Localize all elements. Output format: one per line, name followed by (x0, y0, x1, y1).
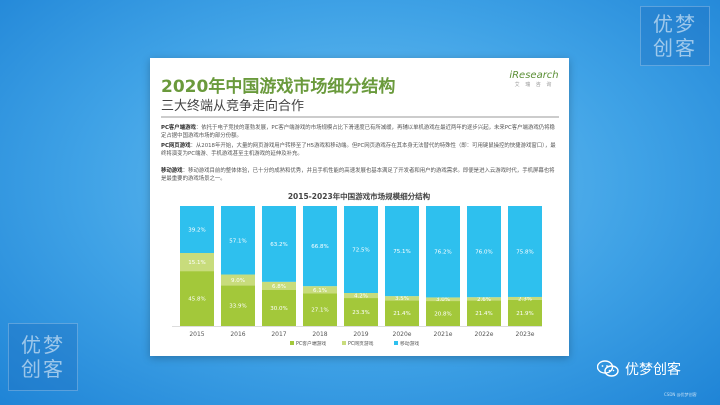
data-label: 66.8% (311, 244, 328, 250)
wechat-icon (597, 360, 619, 377)
brand-line-2: 创客 (21, 357, 65, 381)
data-label: 76.0% (475, 250, 492, 256)
slide-card: 2020年中国游戏市场细分结构 三大终端从竞争走向合作 iResearch 艾 … (150, 58, 569, 356)
bar-segment (262, 281, 296, 290)
legend-swatch (394, 341, 398, 345)
data-label: 27.1% (311, 308, 328, 314)
x-tick-label: 2020e (393, 331, 412, 338)
legend-label: PC网页游戏 (348, 340, 374, 347)
x-tick-label: 2022e (475, 331, 494, 338)
stacked-bar-chart: 2015-2023年中国游戏市场规模细分结构 45.8% 15.1% 39.2% 201… (172, 191, 542, 347)
data-label: 45.8% (188, 297, 205, 303)
bar-segment (180, 206, 214, 253)
brand-watermark-top: 优梦 创客 (640, 6, 710, 66)
brand-line-1: 优梦 (21, 333, 65, 357)
legend-label: PC客户端游戏 (296, 340, 326, 347)
data-label: 75.8% (516, 249, 533, 255)
bar-segment (426, 206, 460, 298)
bar-segment (426, 301, 460, 326)
data-label: 21.9% (516, 311, 533, 317)
paragraph-head: PC客户端游戏 (161, 125, 196, 131)
data-label: 6.8% (272, 284, 286, 290)
x-tick-label: 2019 (353, 331, 368, 338)
data-label: 76.2% (434, 250, 451, 256)
data-label: 39.2% (188, 227, 205, 233)
brand-watermark-bottom: 优梦 创客 (8, 323, 78, 391)
title-divider (161, 116, 559, 118)
bar-segment (303, 293, 337, 326)
wechat-label: 优梦创客 (625, 362, 681, 378)
bar-segment (262, 290, 296, 326)
data-label: 30.0% (270, 306, 287, 312)
brand-line-1: 优梦 (653, 12, 697, 36)
paragraph-head: PC网页游戏 (161, 143, 191, 149)
x-tick-label: 2016 (230, 331, 245, 338)
paragraph-head: 移动游戏 (161, 168, 183, 174)
slide-title: 2020年中国游戏市场细分结构 (161, 77, 396, 97)
x-tick-label: 2017 (271, 331, 286, 338)
data-label: 23.3% (352, 310, 369, 316)
bar-segment (344, 298, 378, 326)
paragraph-text: ：依托于电子竞技的蓬勃发展，PC客户端游戏的市场规模占比下滑速度已有所减缓，再辅… (161, 125, 555, 139)
bar-segment (467, 300, 501, 326)
data-label: 15.1% (188, 260, 205, 266)
paragraph-pc-client: PC客户端游戏：依托于电子竞技的蓬勃发展，PC客户端游戏的市场规模占比下滑速度已… (161, 124, 557, 140)
bar-segment (467, 206, 501, 298)
bar-segment (385, 206, 419, 297)
x-tick-label: 2015 (189, 331, 204, 338)
bar-segment (344, 293, 378, 299)
bar-segment (508, 296, 542, 300)
bar-segment (344, 206, 378, 293)
bar-segment (221, 285, 255, 326)
data-label: 3.0% (436, 297, 450, 303)
data-label: 75.1% (393, 249, 410, 255)
bar-segment (508, 299, 542, 326)
data-label: 33.9% (229, 304, 246, 310)
bar-segment (262, 206, 296, 282)
paragraph-pc-web: PC网页游戏：从2018年开始，大量的网页游戏用户转移至了H5游戏和移动端。但P… (161, 142, 557, 158)
data-label: 2.6% (477, 297, 491, 303)
brand-line-2: 创客 (653, 36, 697, 60)
iresearch-logo: iResearch 艾 瑞 咨 询 (509, 70, 559, 88)
bar-segment (467, 297, 501, 301)
paragraph-mobile: 移动游戏：移动游戏目前的整体体验，已十分的成熟和优秀，并且手机性能的高速发展也基… (161, 167, 557, 183)
bar-segment (221, 206, 255, 275)
wechat-badge: 优梦创客 (597, 359, 681, 379)
bar-segment (180, 252, 214, 272)
legend-swatch (342, 341, 346, 345)
legend-swatch (290, 341, 294, 345)
data-label: 63.2% (270, 242, 287, 248)
bar-segment (385, 300, 419, 326)
data-label: 2.3% (518, 296, 532, 302)
paragraph-text: ：从2018年开始，大量的网页游戏用户转移至了H5游戏和移动端。但PC网页游戏存… (161, 143, 556, 157)
data-label: 72.5% (352, 248, 369, 254)
paragraph-text: ：移动游戏目前的整体体验，已十分的成熟和优秀，并且手机性能的高速发展也基本满足了… (161, 168, 555, 182)
slide-subtitle: 三大终端从竞争走向合作 (161, 99, 305, 114)
bar-segment (508, 206, 542, 297)
legend-label: 移动游戏 (400, 340, 419, 347)
chart-title: 2015-2023年中国游戏市场规模细分结构 (288, 191, 431, 201)
bar-segment (303, 206, 337, 287)
data-label: 6.1% (313, 288, 327, 294)
data-label: 21.4% (393, 311, 410, 317)
x-tick-label: 2021e (434, 331, 453, 338)
data-label: 4.2% (354, 294, 368, 300)
data-label: 21.4% (475, 311, 492, 317)
bar-segment (426, 297, 460, 302)
data-label: 3.5% (395, 296, 409, 302)
data-label: 9.0% (231, 278, 245, 284)
x-tick-label: 2023e (516, 331, 535, 338)
data-label: 20.8% (434, 312, 451, 318)
bar-segment (180, 271, 214, 326)
bar-segment (221, 274, 255, 286)
source-credit: CSDN @优梦创客 (664, 392, 697, 397)
x-tick-label: 2018 (312, 331, 327, 338)
bar-segment (385, 296, 419, 301)
bar-segment (303, 286, 337, 294)
data-label: 57.1% (229, 238, 246, 244)
